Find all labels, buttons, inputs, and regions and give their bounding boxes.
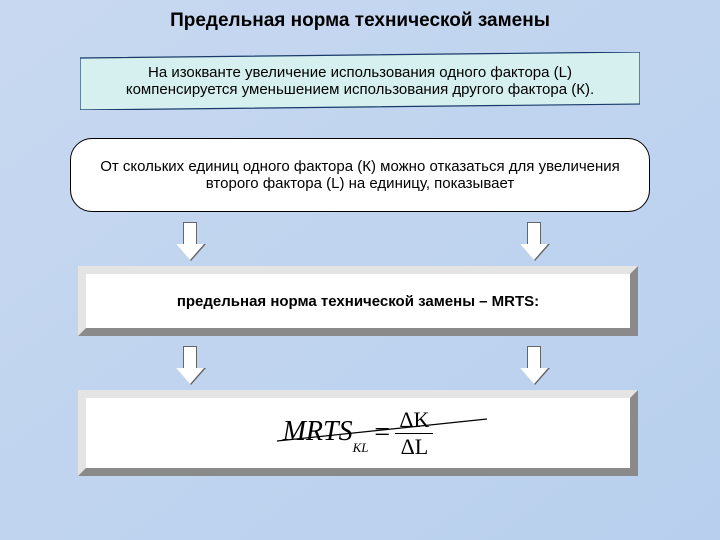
down-arrow: [520, 346, 548, 384]
down-arrow: [520, 222, 548, 260]
formula-fraction: ΔK ΔL: [395, 409, 433, 458]
down-arrow: [176, 346, 204, 384]
box3-inner: предельная норма технической замены – MR…: [86, 274, 630, 328]
formula-lhs: MRTSKL: [283, 416, 369, 451]
box3-text: предельная норма технической замены – MR…: [177, 293, 539, 310]
box2-text: От скольких единиц одного фактора (К) мо…: [99, 158, 621, 192]
formula-eq: =: [372, 417, 391, 449]
definition-box-1: На изокванте увеличение использования од…: [80, 52, 640, 110]
box1-text: На изокванте увеличение использования од…: [80, 52, 640, 110]
down-arrow: [176, 222, 204, 260]
box4-inner: MRTSKL = ΔK ΔL: [86, 398, 630, 468]
slide-title: Предельная норма технической замены: [0, 10, 720, 32]
explanation-box: От скольких единиц одного фактора (К) мо…: [70, 138, 650, 212]
mrts-formula: MRTSKL = ΔK ΔL: [283, 409, 434, 458]
mrts-formula-box: MRTSKL = ΔK ΔL: [78, 390, 638, 476]
mrts-label-box: предельная норма технической замены – MR…: [78, 266, 638, 336]
